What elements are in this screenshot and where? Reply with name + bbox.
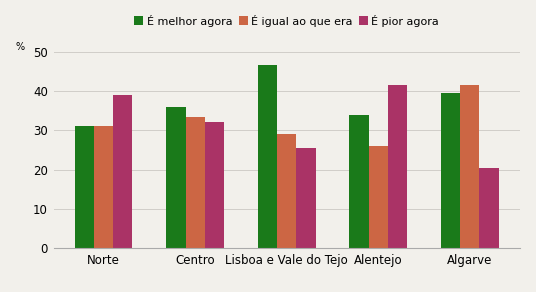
- Bar: [349, 114, 369, 248]
- Bar: [460, 85, 480, 248]
- Bar: [480, 168, 498, 248]
- Bar: [369, 146, 388, 248]
- Bar: [277, 134, 296, 248]
- Bar: [166, 107, 185, 248]
- Bar: [441, 93, 460, 248]
- Bar: [388, 85, 407, 248]
- Bar: [258, 65, 277, 248]
- Text: %: %: [16, 42, 25, 52]
- Bar: [185, 117, 205, 248]
- Legend: É melhor agora, É igual ao que era, É pior agora: É melhor agora, É igual ao que era, É pi…: [135, 15, 439, 27]
- Bar: [94, 126, 113, 248]
- Bar: [296, 148, 316, 248]
- Bar: [205, 122, 224, 248]
- Bar: [75, 126, 94, 248]
- Bar: [113, 95, 132, 248]
